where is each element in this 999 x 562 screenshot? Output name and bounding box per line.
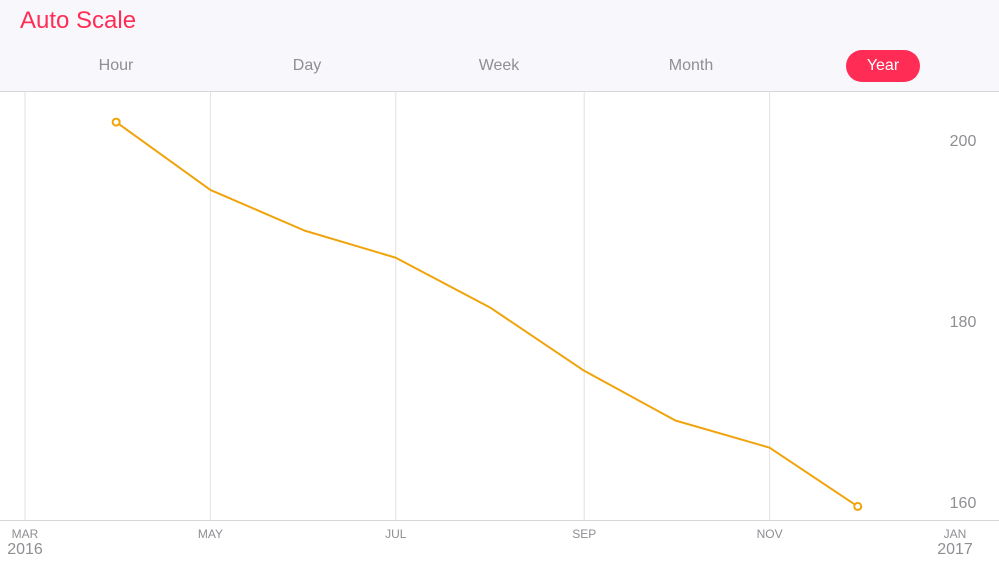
x-tick-month-label: MAR: [12, 527, 39, 541]
x-tick-month-label: JAN: [944, 527, 967, 541]
y-tick-label: 200: [950, 133, 977, 150]
x-tick-month-label: MAY: [198, 527, 223, 541]
y-tick-label: 160: [950, 495, 977, 512]
endpoint-marker: [111, 117, 121, 127]
x-tick-month-label: JUL: [385, 527, 407, 541]
tab-hour[interactable]: Hour: [98, 57, 134, 74]
page-title: Auto Scale: [20, 7, 137, 34]
header-bar: Auto Scale Hour Day Week Month Year: [0, 0, 999, 92]
endpoint-marker: [853, 501, 863, 511]
x-tick-year-label: 2017: [937, 541, 973, 558]
x-tick-month-label: SEP: [572, 527, 596, 541]
y-tick-label: 180: [950, 314, 977, 331]
x-tick-month-label: NOV: [757, 527, 783, 541]
series-line: [115, 121, 859, 508]
tab-week[interactable]: Week: [478, 57, 520, 74]
tab-year[interactable]: Year: [846, 50, 920, 82]
tab-day[interactable]: Day: [292, 57, 322, 74]
tab-month[interactable]: Month: [668, 57, 714, 74]
x-tick-year-label: 2016: [7, 541, 43, 558]
